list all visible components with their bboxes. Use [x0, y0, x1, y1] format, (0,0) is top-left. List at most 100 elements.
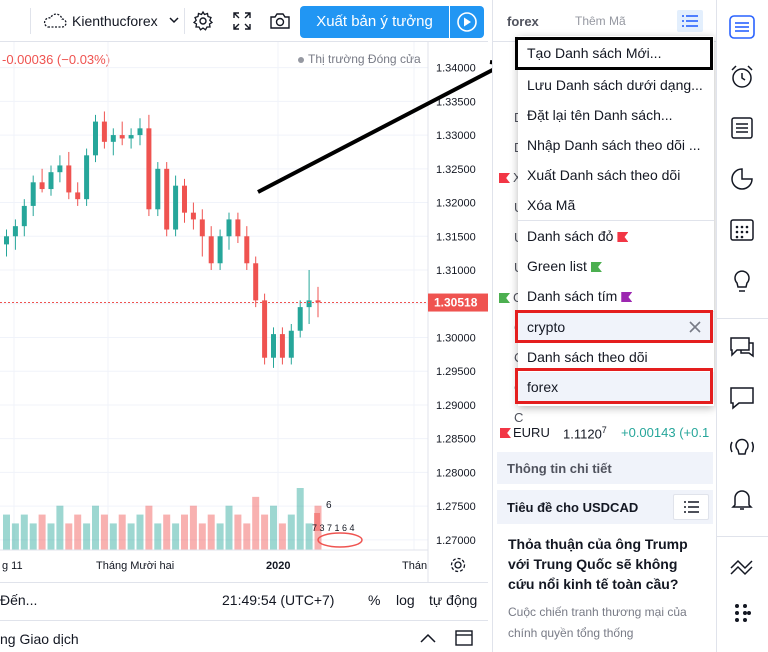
- candle-body: [101, 121, 107, 142]
- menu-divider: [518, 220, 714, 221]
- price-tick-label: 1.31000: [436, 265, 476, 277]
- price-chart[interactable]: 1.34000 1.33500 1.33000 1.32500 1.32000 1.315…: [0, 42, 488, 582]
- last-price-label: 1.30518: [434, 296, 478, 310]
- fullscreen-icon[interactable]: [231, 10, 253, 32]
- news-list-button[interactable]: [673, 494, 709, 520]
- candle-body: [146, 128, 152, 210]
- calendar-icon[interactable]: [727, 214, 757, 244]
- price-tick-label: 1.32000: [436, 198, 476, 210]
- chart-settings-icon[interactable]: [450, 557, 466, 573]
- menu-item-green-list[interactable]: Green list: [518, 251, 714, 281]
- candle-body: [128, 135, 134, 139]
- volume-bar: [3, 514, 10, 550]
- volume-bar: [278, 523, 286, 550]
- menu-item-list-watchlist[interactable]: Danh sách theo dõi: [527, 349, 648, 365]
- candle-body: [244, 236, 250, 264]
- price-tick-label: 1.30000: [436, 332, 476, 344]
- candle-body: [217, 236, 223, 264]
- watchlist-row-symbol[interactable]: X: [513, 170, 522, 185]
- candle-body: [173, 185, 179, 230]
- candlesticks: [4, 111, 321, 368]
- menu-item-create-list[interactable]: Tạo Danh sách Mới...: [527, 45, 662, 61]
- candle-body: [271, 334, 276, 358]
- watchlist-row-symbol[interactable]: C: [514, 410, 524, 425]
- candle-body: [39, 182, 45, 190]
- list-menu-icon[interactable]: [677, 10, 703, 32]
- cloud-icon[interactable]: [42, 10, 68, 32]
- menu-item-list-crypto[interactable]: crypto: [518, 312, 714, 342]
- candle-body: [155, 168, 161, 210]
- watchlist-dropdown-menu: Tạo Danh sách Mới... Lưu Danh sách dưới …: [518, 36, 714, 406]
- details-header[interactable]: Thông tin chi tiết: [497, 452, 713, 484]
- chevron-down-icon[interactable]: [168, 14, 180, 26]
- percent-scale-button[interactable]: %: [368, 592, 381, 608]
- auto-scale-button[interactable]: tự động: [429, 592, 478, 608]
- menu-item-list-forex[interactable]: forex: [518, 372, 714, 402]
- menu-item-export-list[interactable]: Xuất Danh sách theo dõi: [527, 167, 681, 183]
- lightbulb-icon[interactable]: [727, 266, 757, 296]
- hotlist-icon[interactable]: [727, 164, 757, 194]
- news-headline[interactable]: Thỏa thuận của ông Trump với Trung Quốc …: [508, 536, 688, 592]
- data-window-icon[interactable]: [727, 112, 757, 142]
- volume-bar: [261, 514, 269, 550]
- candle-body: [84, 155, 90, 200]
- right-sidebar: [716, 0, 768, 652]
- close-icon[interactable]: [688, 320, 702, 334]
- candle-body: [30, 182, 36, 206]
- time-tick-label: Tháng Mười hai: [96, 560, 174, 572]
- gear-icon[interactable]: [192, 10, 214, 32]
- menu-item-purple-list[interactable]: Danh sách tím: [518, 281, 714, 311]
- candle-body: [66, 165, 72, 193]
- flag-list-label: Danh sách đỏ: [527, 228, 614, 244]
- watchlist-row-eurusd[interactable]: EURU 1.11207 +0.00143 (+0.1: [493, 420, 717, 446]
- price-tick-label: 1.28500: [436, 434, 476, 446]
- maximize-panel-icon[interactable]: [454, 629, 474, 647]
- goto-date-button[interactable]: Đến...: [0, 592, 38, 608]
- candle-body: [208, 236, 214, 264]
- publish-video-button[interactable]: [450, 6, 484, 38]
- event-marker-icon[interactable]: [317, 532, 363, 548]
- candle-body: [253, 263, 259, 301]
- volume-bar: [207, 514, 215, 550]
- volume-label: 6: [326, 500, 332, 511]
- candle-body: [21, 205, 27, 227]
- menu-item-save-list-as[interactable]: Lưu Danh sách dưới dạng...: [527, 77, 703, 93]
- drag-handle-icon[interactable]: [727, 598, 757, 628]
- layout-name[interactable]: Kienthucforex: [72, 13, 158, 29]
- bell-icon[interactable]: [727, 484, 757, 514]
- volume-bar: [11, 523, 19, 550]
- chat-icon[interactable]: [727, 332, 757, 362]
- camera-icon[interactable]: [269, 10, 291, 32]
- volume-bar: [234, 514, 242, 550]
- volume-bar: [20, 514, 28, 550]
- broadcast-bulb-icon[interactable]: [727, 432, 757, 462]
- volume-bar: [270, 505, 277, 550]
- alarm-clock-icon[interactable]: [727, 62, 757, 92]
- watchlist-icon[interactable]: [727, 12, 757, 42]
- time-tick-label: 2020: [266, 560, 290, 572]
- private-chat-icon[interactable]: [727, 382, 757, 412]
- tab-trading-panel[interactable]: ng Giao dịch: [0, 631, 79, 647]
- candle-body: [119, 135, 125, 139]
- publish-idea-button[interactable]: Xuất bản ý tưởng: [300, 6, 449, 38]
- annotation-box-red: [515, 368, 713, 404]
- candle-body: [12, 226, 18, 237]
- log-scale-button[interactable]: log: [396, 592, 415, 608]
- clock-timezone[interactable]: 21:49:54 (UTC+7): [222, 592, 335, 608]
- time-tick-label: g 11: [2, 560, 23, 572]
- menu-item-red-list[interactable]: Danh sách đỏ: [518, 221, 714, 251]
- chevrons-icon[interactable]: [727, 550, 757, 580]
- menu-item-rename-list[interactable]: Đặt lại tên Danh sách...: [527, 107, 673, 123]
- volume-bar: [47, 523, 55, 550]
- flag-list-label: Green list: [527, 258, 587, 274]
- volume-bar: [145, 505, 153, 550]
- menu-item-delete-symbol[interactable]: Xóa Mã: [527, 197, 576, 213]
- chevron-up-icon[interactable]: [418, 631, 438, 645]
- candle-body: [164, 168, 170, 230]
- list-label: crypto: [527, 319, 566, 335]
- menu-item-import-list[interactable]: Nhập Danh sách theo dõi ...: [527, 137, 701, 153]
- add-symbol-input[interactable]: Thêm Mã: [575, 14, 626, 28]
- time-axis: g 11 Tháng Mười hai 2020 Thán: [2, 560, 427, 572]
- watchlist-name[interactable]: forex: [507, 14, 539, 29]
- volume-bar: [243, 523, 251, 550]
